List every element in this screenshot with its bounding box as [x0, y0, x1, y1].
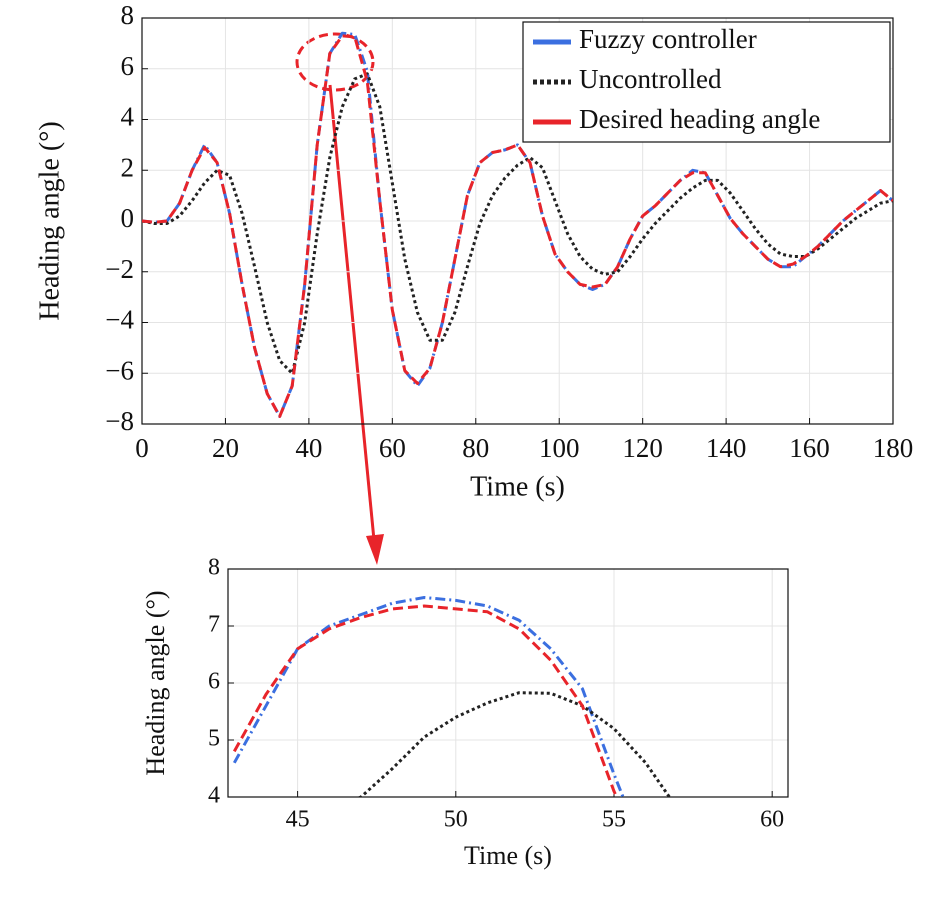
y-tick-label: 8: [121, 0, 135, 30]
y-axis-label: Heading angle (°): [34, 121, 65, 320]
series-line: [232, 596, 625, 797]
legend-label: Fuzzy controller: [579, 24, 757, 54]
series-line: [232, 604, 619, 797]
y-tick-label: 4: [121, 102, 135, 132]
x-tick-label: 60: [379, 433, 406, 463]
y-tick-label: −4: [105, 305, 134, 335]
y-tick-label: 2: [121, 152, 135, 182]
x-tick-label: 0: [135, 433, 149, 463]
x-tick-label: 45: [286, 807, 310, 833]
y-tick-label: 8: [208, 555, 220, 581]
y-tick-label: 6: [121, 51, 135, 81]
plot-area: [232, 596, 672, 797]
x-tick-label: 120: [622, 433, 663, 463]
y-axis-label: Heading angle (°): [141, 590, 170, 775]
x-tick-label: 80: [462, 433, 489, 463]
legend-box: [522, 21, 891, 143]
y-tick-label: 7: [208, 612, 220, 638]
y-tick-label: −2: [105, 254, 134, 284]
y-tick-label: 6: [208, 669, 220, 695]
x-tick-label: 100: [539, 433, 580, 463]
series-line: [142, 72, 893, 375]
y-tick-label: 5: [208, 726, 220, 752]
x-tick-label: 180: [873, 433, 914, 463]
x-tick-label: 60: [760, 807, 784, 833]
series-line: [142, 34, 893, 418]
x-tick-label: 55: [602, 807, 626, 833]
legend-label: Desired heading angle: [579, 104, 820, 134]
x-tick-label: 50: [444, 807, 468, 833]
y-tick-label: 0: [121, 203, 135, 233]
x-tick-label: 40: [295, 433, 322, 463]
plot-frame: [227, 568, 789, 798]
x-axis-label: Time (s): [464, 841, 552, 870]
x-axis-label: Time (s): [470, 471, 565, 502]
x-tick-label: 140: [706, 433, 747, 463]
highlight-ellipse: [295, 32, 375, 92]
x-tick-label: 20: [212, 433, 239, 463]
plot-area: [142, 31, 893, 418]
y-tick-label: 4: [208, 783, 220, 809]
x-tick-label: 160: [789, 433, 830, 463]
zoom-arrow: [328, 84, 376, 541]
y-tick-label: −8: [105, 406, 134, 436]
series-line: [356, 691, 672, 797]
y-tick-label: −6: [105, 355, 134, 385]
arrow-head: [366, 534, 384, 565]
legend-label: Uncontrolled: [579, 64, 722, 94]
